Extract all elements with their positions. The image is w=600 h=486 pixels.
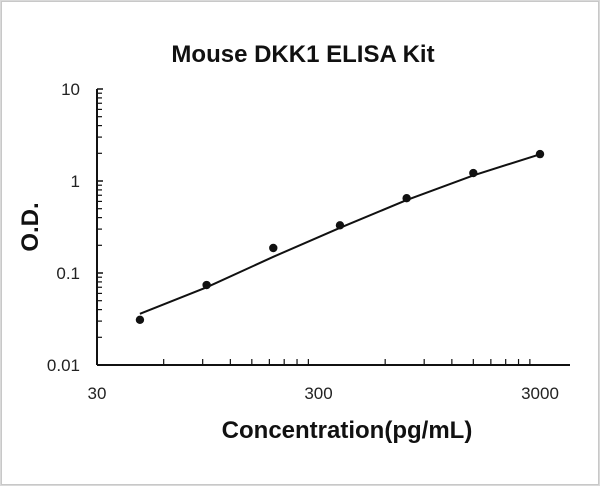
y-axis: 10 1 0.1 0.01	[47, 80, 103, 375]
y-axis-label: O.D.	[17, 202, 44, 251]
x-tick-label: 3000	[521, 384, 559, 403]
data-point	[402, 194, 411, 203]
data-point	[535, 149, 545, 159]
data-points	[135, 149, 545, 324]
x-tick-label: 300	[304, 384, 332, 403]
x-axis-label: Concentration(pg/mL)	[222, 417, 473, 444]
x-tick-label: 30	[88, 384, 107, 403]
x-axis: 30 300 3000	[88, 359, 570, 403]
y-tick-label: 10	[61, 80, 80, 99]
y-tick-label: 0.1	[56, 264, 80, 283]
data-point	[335, 221, 345, 230]
data-point	[135, 315, 145, 324]
data-point	[202, 280, 211, 290]
y-tick-label: 1	[71, 172, 80, 191]
data-point	[469, 168, 478, 178]
data-point	[269, 243, 278, 253]
chart-title: Mouse DKK1 ELISA Kit	[171, 41, 434, 68]
fit-curve	[139, 153, 541, 315]
y-tick-label: 0.01	[47, 356, 80, 375]
